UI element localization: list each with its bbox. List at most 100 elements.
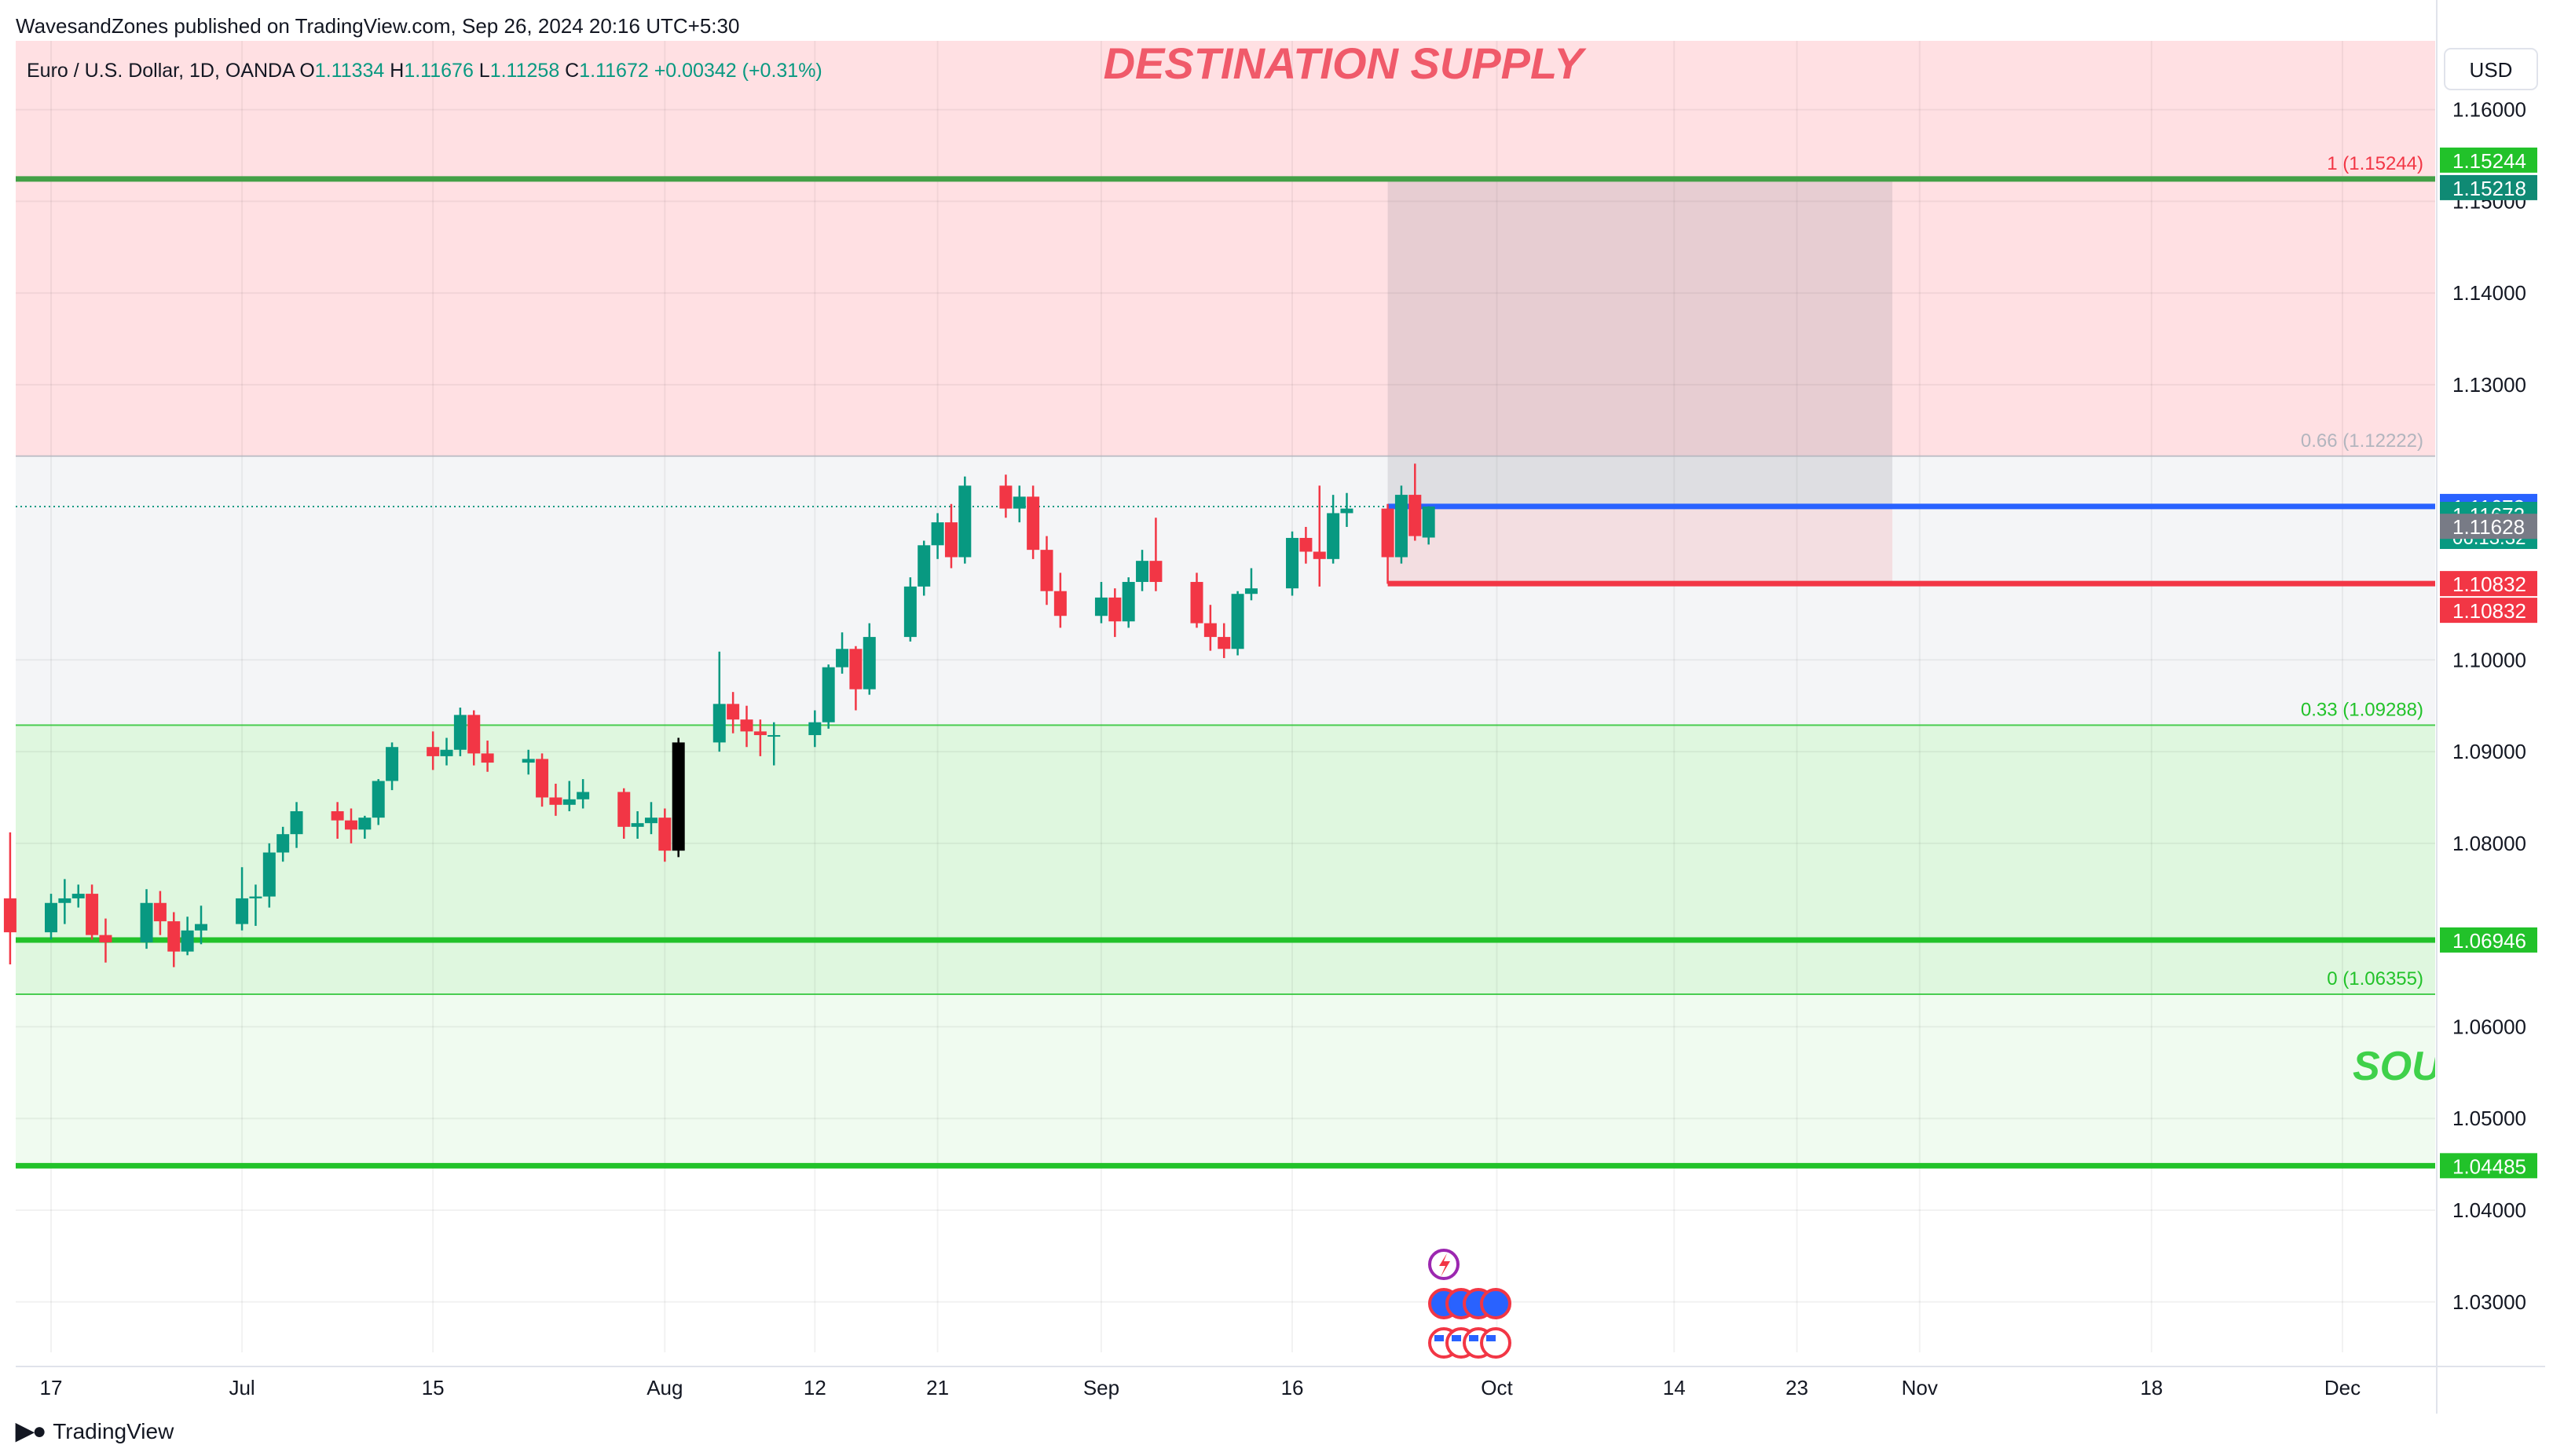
price-label: 1.06946 xyxy=(2452,929,2526,953)
price-tick-label: 1.08000 xyxy=(2452,832,2526,855)
lightning-glyph xyxy=(1439,1253,1450,1277)
legend-part: 1.11258 xyxy=(490,60,565,82)
candle-body xyxy=(931,522,944,546)
candle xyxy=(1136,550,1149,591)
candle xyxy=(1394,485,1408,564)
candle xyxy=(1122,577,1135,628)
time-tick-label: 18 xyxy=(2140,1376,2163,1399)
candle xyxy=(644,802,657,835)
price-tick-label: 1.03000 xyxy=(2452,1290,2526,1314)
candle xyxy=(836,632,849,674)
fib-labels-layer: 1 (1.15244) 0.66 (1.12222) 0.33 (1.09288) 0… xyxy=(2301,153,2423,990)
candle-body xyxy=(672,742,685,851)
candle-body xyxy=(903,586,917,638)
candle-body xyxy=(562,799,576,805)
price-label-bg xyxy=(2440,147,2537,173)
candle xyxy=(167,912,181,968)
candle xyxy=(672,737,685,858)
candle-body xyxy=(1394,495,1408,558)
flag-circle xyxy=(1480,1327,1511,1359)
brand-text: TradingView xyxy=(53,1418,174,1443)
candle xyxy=(3,832,16,965)
candle xyxy=(262,843,276,908)
candle xyxy=(71,884,85,908)
candle-body xyxy=(536,759,549,798)
candle xyxy=(562,781,576,811)
candle xyxy=(86,884,99,940)
candle-body xyxy=(1299,537,1313,552)
time-tick-label: 23 xyxy=(1786,1376,1808,1399)
candle-body xyxy=(863,637,876,690)
candle-body xyxy=(1286,537,1299,589)
candle xyxy=(358,815,372,840)
candle-body xyxy=(1149,561,1163,583)
candle xyxy=(1190,573,1203,628)
flag-canton xyxy=(1469,1335,1478,1341)
candle xyxy=(1040,536,1053,605)
publisher-line: WavesandZones published on TradingView.c… xyxy=(16,14,740,38)
candle-body xyxy=(808,722,822,736)
candle xyxy=(863,623,876,695)
candle-body xyxy=(481,753,494,763)
candle xyxy=(386,742,399,791)
candles-layer xyxy=(3,463,1435,968)
fib-label: 0.33 (1.09288) xyxy=(2301,699,2423,720)
time-tick-label: Dec xyxy=(2324,1376,2361,1399)
currency-button xyxy=(2444,48,2538,90)
fib-label: 0.66 (1.12222) xyxy=(2301,430,2423,452)
candle-body xyxy=(740,719,753,732)
time-tick-label: 15 xyxy=(422,1376,445,1399)
grid-layer xyxy=(16,41,2435,1352)
candle xyxy=(903,577,917,642)
source-label: SOU xyxy=(2353,1044,2442,1089)
price-label-bg xyxy=(2440,514,2537,540)
candle xyxy=(1094,582,1108,624)
candle xyxy=(1218,623,1231,658)
candle-body xyxy=(617,792,631,827)
event-markers xyxy=(1428,1249,1511,1359)
position-target-box xyxy=(1387,181,1893,507)
candle-body xyxy=(1231,594,1244,649)
candle xyxy=(181,916,194,956)
flag-canton xyxy=(1486,1335,1496,1341)
candle-body xyxy=(167,921,181,952)
candle xyxy=(918,540,931,596)
price-label: 1.15218 xyxy=(2452,177,2526,200)
price-label: 1.10832 xyxy=(2452,599,2526,623)
candle-body xyxy=(3,898,16,933)
price-tick-label: 1.04000 xyxy=(2452,1198,2526,1222)
flag-canton xyxy=(1452,1335,1461,1341)
candle-body xyxy=(1122,582,1135,622)
candle xyxy=(1149,518,1163,591)
candle xyxy=(427,731,440,770)
candle xyxy=(753,719,767,756)
candle xyxy=(153,891,167,935)
position-stop-box xyxy=(1387,506,1893,584)
price-label-bg xyxy=(2440,927,2537,953)
candle-body xyxy=(344,820,357,830)
legend-part: 1.11676 xyxy=(404,60,478,82)
price-tick-label: 1.05000 xyxy=(2452,1107,2526,1130)
candle-body xyxy=(1313,551,1326,559)
candle-body xyxy=(453,715,467,750)
symbol-legend: Euro / U.S. Dollar, 1D, OANDA O1.11334 H… xyxy=(27,60,822,82)
time-tick-label: Aug xyxy=(646,1376,683,1399)
legend-part: C xyxy=(565,60,579,82)
candle-body xyxy=(727,704,740,720)
candle-body xyxy=(849,649,863,690)
candle-body xyxy=(440,749,453,756)
price-label: 1.04485 xyxy=(2452,1154,2526,1178)
candle xyxy=(712,651,726,752)
candle xyxy=(536,753,549,807)
price-tick-label: 1.06000 xyxy=(2452,1015,2526,1038)
us-flag-icon xyxy=(1480,1327,1511,1359)
candle xyxy=(631,810,644,840)
candle xyxy=(481,741,494,772)
candle-body xyxy=(194,924,207,931)
candle-body xyxy=(45,902,57,933)
candle-body xyxy=(140,902,153,942)
price-axis: USD1.160001.150001.140001.130001.100001.… xyxy=(2436,0,2538,1414)
legend-part: +0.00342 (+0.31%) xyxy=(654,60,822,82)
candle-body xyxy=(1422,507,1435,538)
